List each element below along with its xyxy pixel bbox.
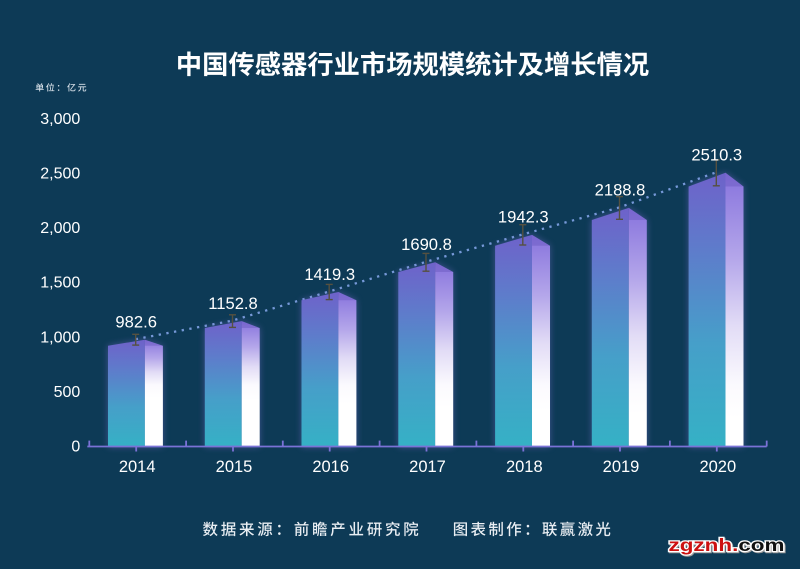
svg-text:zgznh.com: zgznh. com (669, 535, 785, 555)
svg-text:982.6: 982.6 (115, 313, 157, 332)
svg-text:2014: 2014 (119, 458, 156, 476)
svg-text:2018: 2018 (506, 458, 543, 476)
svg-text:2,000: 2,000 (40, 220, 80, 237)
svg-text:1690.8: 1690.8 (401, 235, 452, 254)
svg-text:2015: 2015 (216, 458, 253, 476)
svg-text:2188.8: 2188.8 (595, 181, 646, 200)
svg-text:2510.3: 2510.3 (691, 146, 742, 165)
svg-text:2016: 2016 (312, 458, 349, 476)
svg-text:3,000: 3,000 (40, 111, 80, 128)
svg-text:0: 0 (71, 439, 80, 456)
svg-text:2017: 2017 (409, 458, 446, 476)
svg-text:1419.3: 1419.3 (304, 265, 355, 284)
svg-text:1,500: 1,500 (40, 275, 80, 292)
svg-text:1152.8: 1152.8 (208, 294, 258, 313)
svg-text:2019: 2019 (603, 458, 640, 476)
svg-text:500: 500 (54, 384, 81, 401)
svg-text:2020: 2020 (699, 458, 736, 476)
svg-text:1942.3: 1942.3 (498, 208, 549, 227)
svg-text:1,000: 1,000 (40, 329, 80, 346)
svg-text:2,500: 2,500 (40, 166, 80, 183)
